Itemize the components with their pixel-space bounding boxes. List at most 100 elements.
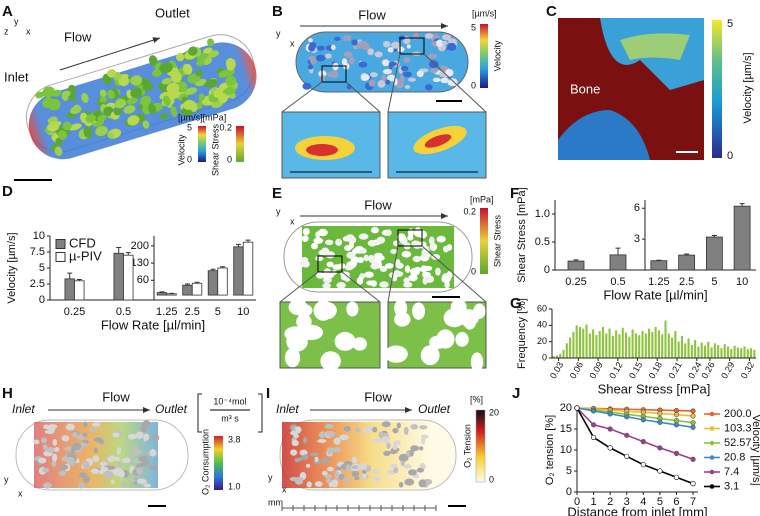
x-tick-label: 3 — [624, 496, 630, 508]
pore — [331, 479, 339, 488]
legend-marker — [709, 484, 715, 489]
bar — [156, 292, 168, 296]
histogram-bar — [707, 341, 710, 358]
axis-y: y — [4, 474, 9, 484]
data-point — [690, 408, 696, 414]
pore — [148, 103, 157, 115]
pore — [403, 281, 413, 288]
flow-label: Flow — [102, 389, 130, 404]
histogram-bar — [588, 333, 591, 358]
axis-x: x — [18, 488, 23, 498]
x-tick-label: 5 — [711, 276, 717, 288]
pore — [291, 440, 299, 447]
flow-label: Flow — [364, 389, 392, 404]
panel-label: A — [2, 3, 13, 20]
data-point — [690, 413, 696, 419]
pore — [435, 267, 441, 276]
series-line — [576, 407, 694, 460]
pore — [325, 431, 336, 438]
pore — [288, 299, 308, 316]
pore — [355, 426, 360, 433]
pore — [387, 47, 394, 53]
axis-y: y — [276, 206, 281, 216]
pore — [189, 100, 198, 113]
histogram-bar — [661, 334, 664, 358]
pore — [123, 105, 136, 114]
pore — [151, 434, 160, 442]
pore — [354, 476, 360, 481]
pore — [325, 53, 332, 59]
axis-y: y — [268, 472, 273, 482]
histogram-bar — [592, 329, 595, 358]
flow-label: Flow — [358, 7, 386, 22]
pore — [65, 456, 75, 465]
outlet-label: Outlet — [155, 402, 188, 416]
histogram-bar — [624, 332, 628, 358]
pore — [135, 431, 144, 439]
pore — [370, 263, 380, 270]
x-tick-label: 0.03 — [548, 360, 565, 380]
zoom-line — [421, 245, 487, 303]
data-point — [624, 453, 630, 459]
pore — [385, 229, 392, 236]
pore — [408, 77, 417, 82]
x-tick-label: 5 — [215, 306, 221, 318]
pore — [339, 434, 350, 441]
legend-label: 103.3 — [724, 422, 752, 434]
histogram-bar — [552, 356, 555, 358]
pore — [315, 54, 326, 62]
legend-marker — [709, 411, 715, 417]
pore — [315, 255, 324, 262]
histogram-bar — [601, 326, 605, 358]
pore — [345, 464, 351, 472]
pore — [176, 53, 185, 62]
pore — [455, 84, 461, 91]
pore — [51, 460, 57, 468]
series-line — [576, 407, 694, 485]
error-bar — [615, 247, 621, 255]
histogram-bar — [651, 331, 654, 358]
bar — [64, 278, 75, 301]
pore — [83, 126, 93, 139]
legend-marker — [709, 469, 715, 475]
bar — [123, 254, 134, 301]
pore — [406, 44, 411, 49]
pore — [196, 59, 205, 67]
colorbar — [480, 24, 488, 88]
colorbar-units: [mPa] — [470, 194, 494, 204]
pore — [413, 32, 420, 40]
histogram-bar — [740, 348, 743, 358]
pore — [37, 457, 47, 464]
pore — [138, 455, 148, 463]
pore — [351, 465, 359, 470]
pore — [325, 251, 335, 259]
histogram-bar — [710, 347, 713, 358]
pore — [334, 332, 356, 351]
y-tick-label: 0 — [39, 294, 45, 306]
pore — [326, 446, 334, 455]
x-tick-label: 1.25 — [156, 306, 177, 318]
pore — [42, 97, 55, 109]
histogram-bar — [569, 337, 572, 358]
colorbar-min: 0 — [471, 266, 476, 276]
pore — [69, 93, 77, 102]
data-point — [590, 434, 597, 441]
pore — [310, 452, 319, 457]
pore — [225, 75, 237, 87]
pore — [403, 464, 412, 469]
colorbar-units: [µm/s] — [472, 8, 497, 18]
pore — [403, 277, 410, 284]
pore — [61, 90, 71, 98]
histogram-bar — [611, 335, 614, 358]
pore — [374, 51, 383, 58]
x-tick-label: 0.25 — [64, 306, 85, 318]
pore — [218, 70, 230, 78]
colorbar — [480, 208, 488, 274]
x-tick-label: 0.21 — [666, 360, 683, 380]
pore — [104, 470, 113, 479]
data-point — [673, 450, 680, 456]
flow-label: Flow — [364, 197, 392, 212]
bar — [191, 282, 203, 296]
velocity-region — [558, 110, 650, 160]
pore — [313, 300, 333, 321]
